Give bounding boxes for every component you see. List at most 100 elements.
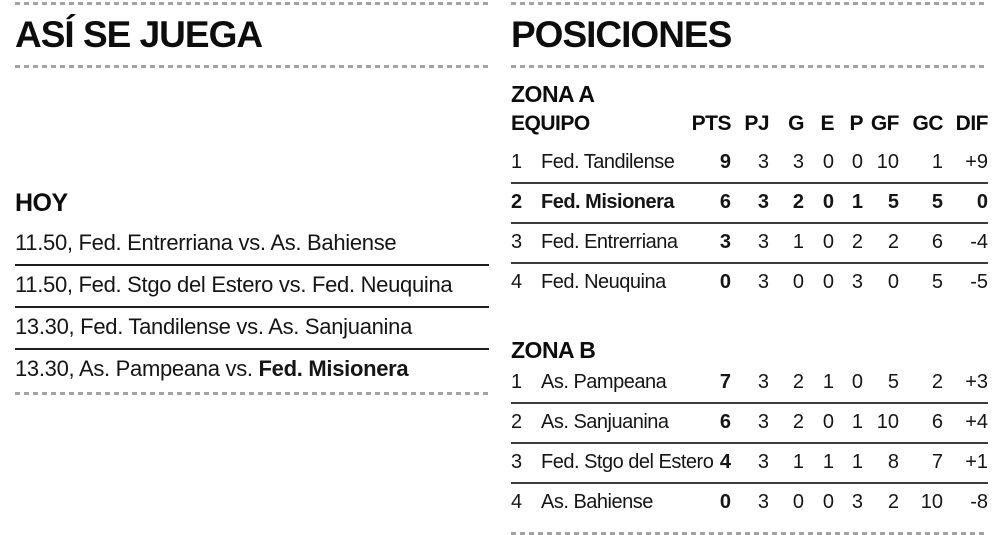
stat-cell-g: 2: [769, 364, 804, 404]
fixture-item: 11.50, Fed. Stgo del Estero vs. Fed. Neu…: [15, 266, 489, 308]
stat-cell-p: 3: [851, 491, 863, 513]
stat-cell-pj: 3: [731, 443, 769, 484]
stat-cell-pj: 3: [731, 223, 769, 264]
table-row: 1 As. Pampeana 7 3 2 1 0 5 2 +3: [511, 364, 988, 404]
stat-cell-e: 1: [804, 364, 834, 404]
stat-cell-gf: 0: [887, 271, 899, 293]
zone-a-label: ZONA A: [511, 81, 595, 107]
stat-cell-g: 1: [769, 223, 804, 264]
stat-cell-gf: 2: [863, 223, 899, 264]
title-dashed-rule-left: [15, 65, 489, 68]
stat-cell-gf: 8: [863, 443, 899, 484]
fixture-text: 11.50, Fed. Stgo del Estero vs. Fed. Neu…: [15, 272, 453, 297]
stat-cell-pts: 6: [683, 403, 731, 444]
stat-cell-gf: 10: [863, 403, 899, 444]
table-row: 4 Fed. Neuquina 0 3 0 0 3 0 5 -5: [511, 263, 988, 302]
standings-header-row: EQUIPO PTS PJ G E P GF GC DIF: [511, 108, 989, 144]
stat-cell-gc: 1: [899, 144, 943, 184]
stat-cell-p: 1: [834, 403, 863, 444]
zone-b-label: ZONA B: [511, 337, 596, 363]
zone-a-table: EQUIPO PTS PJ G E P GF GC DIF 1 Fed. Tand…: [511, 108, 989, 302]
header-gc: GC: [912, 112, 944, 135]
table-row: 2 As. Sanjuanina 6 3 2 0 1 10 6 +4: [511, 403, 988, 444]
stat-cell-gc: 5: [931, 271, 943, 293]
fixture-highlight-team: Fed. Misionera: [258, 356, 409, 381]
title-dashed-rule-right: [511, 65, 988, 68]
stat-cell-gc: 2: [899, 364, 943, 404]
header-dif: DIF: [955, 112, 989, 135]
fixtures-panel-title: ASÍ SE JUEGA: [15, 14, 263, 55]
stat-cell-e: 0: [822, 271, 834, 293]
team-cell: As. Sanjuanina: [541, 403, 683, 444]
header-pts: PTS: [691, 112, 732, 135]
stat-cell-pj: 3: [731, 144, 769, 184]
stat-cell-e: 0: [822, 491, 834, 513]
today-label: HOY: [15, 189, 68, 217]
team-cell: Fed. Misionera: [541, 183, 683, 224]
stat-cell-gc: 6: [899, 223, 943, 264]
stat-cell-gc: 7: [899, 443, 943, 484]
stat-cell-p: 0: [834, 144, 863, 184]
table-row: 4 As. Bahiense 0 3 0 0 3 2 10 -8: [511, 483, 988, 522]
header-gf: GF: [870, 112, 900, 135]
stat-cell-g: 0: [792, 491, 804, 513]
zone-b-table: 1 As. Pampeana 7 3 2 1 0 5 2 +3 2 As. Sanjuanina 6 3 2…: [511, 364, 988, 522]
stat-cell-pts: 0: [719, 271, 731, 293]
rank-cell: 2: [511, 403, 541, 444]
stat-cell-pts: 3: [683, 223, 731, 264]
table-row: 3 Fed. Stgo del Estero 4 3 1 1 1 8 7 +1: [511, 443, 988, 484]
fixture-item: 13.30, As. Pampeana vs. Fed. Misionera: [15, 350, 489, 395]
stat-cell-pts: 9: [683, 144, 731, 184]
stat-cell-gc: 5: [899, 183, 943, 224]
stat-cell-p: 1: [834, 183, 863, 224]
stat-cell-dif: +9: [943, 144, 988, 184]
header-pj: PJ: [744, 112, 769, 135]
stat-cell-e: 0: [804, 403, 834, 444]
stat-cell-g: 2: [769, 183, 804, 224]
stat-cell-g: 3: [769, 144, 804, 184]
panel-fixtures: ASÍ SE JUEGA HOY 11.50, Fed. Entrerriana…: [0, 0, 497, 535]
stat-cell-e: 1: [804, 443, 834, 484]
header-p: P: [849, 112, 863, 135]
rank-cell: 3: [511, 223, 541, 264]
fixture-item: 11.50, Fed. Entrerriana vs. As. Bahiense: [15, 224, 489, 266]
table-row: 1 Fed. Tandilense 9 3 3 0 0 10 1 +9: [511, 144, 988, 184]
rank-cell: 1: [511, 144, 541, 184]
stat-cell-e: 0: [804, 144, 834, 184]
stat-cell-pj: 3: [731, 183, 769, 224]
top-dashed-rule-right: [511, 2, 988, 5]
stat-cell-gf: 5: [863, 183, 899, 224]
stat-cell-pj: 3: [757, 271, 769, 293]
stat-cell-g: 1: [769, 443, 804, 484]
stat-cell-p: 0: [834, 364, 863, 404]
rank-cell: 4: [511, 491, 523, 513]
team-cell: Fed. Entrerriana: [541, 223, 683, 264]
stat-cell-pj: 3: [731, 403, 769, 444]
panel-standings: POSICIONES ZONA A EQUIPO PTS PJ G E P GF…: [497, 0, 1000, 535]
rank-cell: 3: [511, 443, 541, 484]
stat-cell-gc: 10: [920, 491, 943, 513]
header-equipo: EQUIPO: [511, 112, 590, 135]
stat-cell-g: 2: [769, 403, 804, 444]
header-e: E: [820, 112, 834, 135]
fixture-item: 13.30, Fed. Tandilense vs. As. Sanjuanin…: [15, 308, 489, 350]
stat-cell-pj: 3: [757, 491, 769, 513]
stat-cell-gf: 5: [863, 364, 899, 404]
stat-cell-dif: -5: [970, 271, 988, 293]
team-cell: As. Pampeana: [541, 364, 683, 404]
stat-cell-pts: 7: [683, 364, 731, 404]
team-cell: Fed. Neuquina: [541, 271, 666, 293]
stat-cell-dif: +4: [943, 403, 988, 444]
stat-cell-dif: 0: [943, 183, 988, 224]
stat-cell-gf: 2: [887, 491, 899, 513]
stat-cell-g: 0: [792, 271, 804, 293]
fixture-text: 13.30, As. Pampeana vs.: [15, 356, 259, 381]
team-cell: As. Bahiense: [541, 491, 653, 513]
table-row: 2 Fed. Misionera 6 3 2 0 1 5 5 0: [511, 183, 988, 224]
fixtures-list: 11.50, Fed. Entrerriana vs. As. Bahiense…: [15, 224, 489, 395]
stat-cell-pts: 6: [683, 183, 731, 224]
fixture-text: 13.30, Fed. Tandilense vs. As. Sanjuanin…: [15, 314, 413, 339]
stat-cell-e: 0: [804, 223, 834, 264]
team-cell: Fed. Tandilense: [541, 144, 683, 184]
